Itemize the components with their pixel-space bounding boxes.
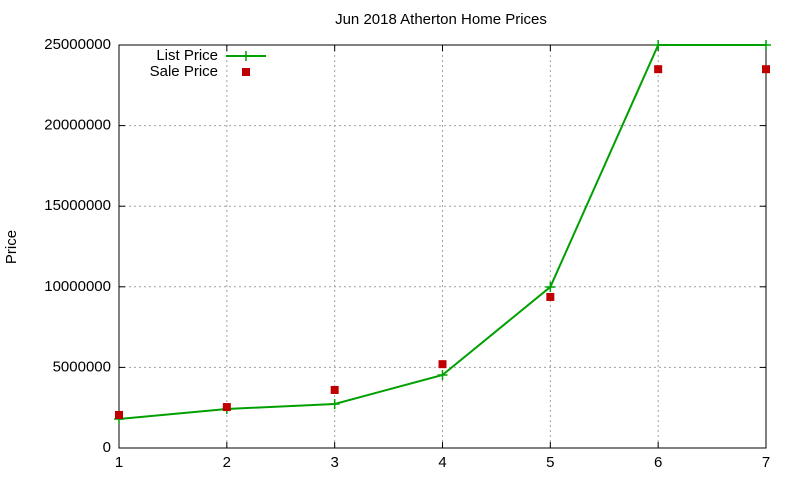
x-tick-label: 3	[330, 454, 338, 471]
x-tick-label: 2	[223, 454, 231, 471]
x-tick-label: 5	[546, 454, 554, 471]
chart-title: Jun 2018 Atherton Home Prices	[335, 11, 547, 28]
point	[329, 398, 340, 409]
y-tick-label: 0	[103, 439, 111, 456]
point	[115, 410, 123, 419]
y-tick-label: 10000000	[44, 278, 111, 295]
y-tick-label: 15000000	[44, 197, 111, 214]
legend-swatch	[241, 51, 251, 61]
point	[546, 292, 555, 301]
y-tick-label: 20000000	[44, 117, 111, 134]
point	[761, 40, 771, 50]
legend-swatch	[242, 68, 250, 76]
point	[437, 369, 448, 380]
point	[330, 385, 339, 394]
point	[438, 360, 447, 369]
x-tick-label: 6	[654, 454, 662, 471]
y-axis-label: Price	[3, 230, 20, 264]
point	[653, 40, 664, 50]
point	[222, 403, 231, 412]
legend-label: Sale Price	[150, 63, 218, 80]
point	[545, 281, 556, 292]
legend-label: List Price	[156, 47, 218, 64]
y-tick-label: 25000000	[44, 36, 111, 53]
x-tick-label: 7	[762, 454, 770, 471]
plot-border	[118, 44, 767, 449]
point	[654, 65, 663, 74]
point	[762, 65, 770, 74]
x-tick-label: 1	[115, 454, 123, 471]
y-tick-label: 5000000	[53, 358, 111, 375]
x-tick-label: 4	[438, 454, 446, 471]
